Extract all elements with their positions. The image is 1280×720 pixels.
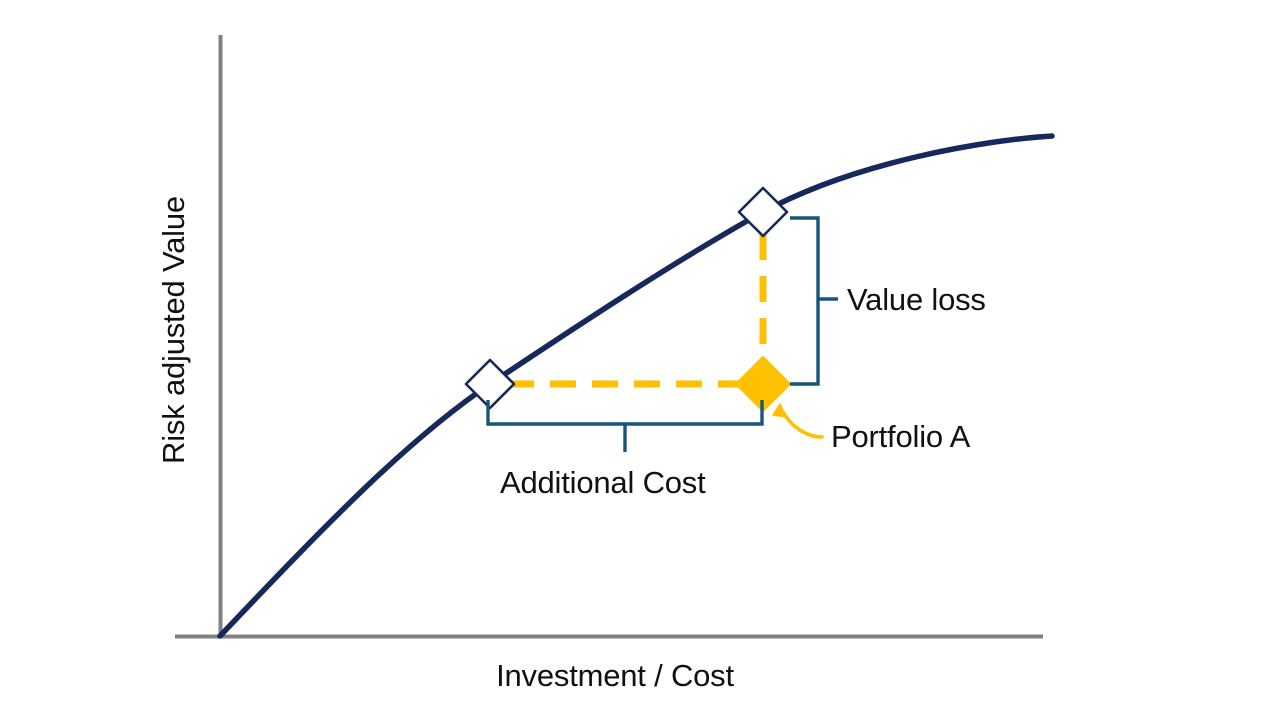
portfolio-a-callout-arrow — [772, 403, 824, 439]
additional-cost-bracket-path — [486, 400, 764, 426]
value-loss-annotation-label: Value loss — [847, 282, 986, 317]
markers-group — [464, 186, 791, 412]
portfolio-a-arrow-head — [772, 403, 787, 418]
value-loss-bracket-path — [790, 216, 820, 386]
x-axis-label: Investment / Cost — [0, 658, 1280, 694]
efficient-marker-low[interactable] — [464, 358, 516, 410]
additional-cost-bracket — [486, 400, 764, 452]
x-axis-label-text: Investment / Cost — [496, 658, 734, 693]
y-axis-label: Risk adjusted Value — [0, 0, 191, 464]
portfolio-a-arrow-path — [781, 410, 824, 439]
value-curve-group — [217, 133, 1055, 639]
y-axis-label-text: Risk adjusted Value — [156, 196, 191, 464]
value-loss-bracket — [790, 216, 838, 386]
efficient-marker-high[interactable] — [737, 186, 789, 238]
additional-cost-annotation-label: Additional Cost — [500, 465, 706, 500]
axes-group — [175, 35, 1043, 639]
portfolio-a-annotation-label: Portfolio A — [831, 419, 971, 454]
value-curve — [217, 133, 1055, 639]
connectors-group — [508, 234, 767, 388]
